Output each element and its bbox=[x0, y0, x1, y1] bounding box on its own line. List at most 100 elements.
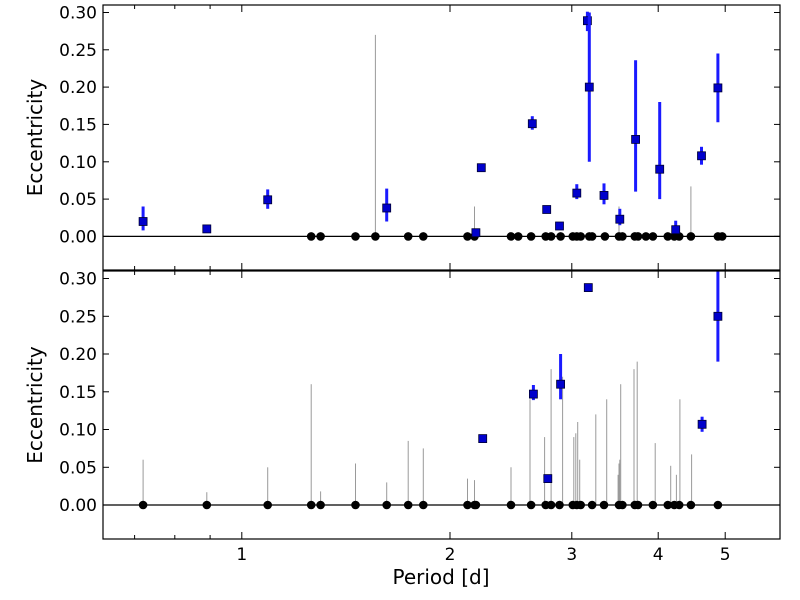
y-tick-label: 0.25 bbox=[59, 41, 97, 61]
zero-point bbox=[587, 500, 597, 510]
zero-point bbox=[403, 500, 413, 510]
measured-point bbox=[697, 151, 706, 161]
measured-point bbox=[713, 83, 723, 93]
zero-point bbox=[351, 500, 360, 510]
y-tick-label: 0.25 bbox=[59, 307, 97, 327]
measured-point bbox=[555, 221, 564, 231]
measured-point bbox=[584, 82, 594, 92]
zero-point bbox=[316, 500, 325, 510]
measured-point bbox=[631, 134, 640, 144]
zero-point bbox=[506, 232, 516, 241]
measured-point bbox=[478, 434, 488, 444]
x-tick-label: 4 bbox=[653, 545, 664, 565]
zero-point bbox=[587, 232, 597, 241]
measured-point bbox=[556, 379, 565, 389]
y-tick-label: 0.10 bbox=[59, 153, 97, 173]
y-tick-label: 0.05 bbox=[59, 190, 97, 210]
x-tick-label: 5 bbox=[720, 545, 731, 565]
zero-point bbox=[419, 500, 428, 510]
zero-point bbox=[546, 500, 556, 510]
zero-point bbox=[600, 232, 610, 241]
zero-point bbox=[403, 232, 413, 241]
measured-point bbox=[263, 195, 273, 205]
zero-point bbox=[663, 500, 673, 510]
zero-point bbox=[546, 232, 556, 241]
zero-point bbox=[555, 500, 564, 510]
measured-point bbox=[529, 389, 538, 399]
zero-point bbox=[463, 232, 472, 241]
zero-point bbox=[641, 232, 651, 241]
measured-point bbox=[572, 188, 582, 198]
y-tick-label: 0.05 bbox=[59, 458, 97, 478]
y-tick-label: 0.20 bbox=[59, 78, 97, 98]
measured-point bbox=[138, 217, 148, 226]
zero-point bbox=[618, 232, 627, 241]
measured-point bbox=[615, 214, 625, 224]
zero-point bbox=[633, 232, 643, 241]
zero-point bbox=[648, 500, 658, 510]
zero-point bbox=[576, 500, 585, 510]
zero-point bbox=[556, 232, 565, 241]
zero-point bbox=[648, 232, 658, 241]
bottom-panel: 0.00 0.05 0.10 0.15 0.20 0.25 0.30 1 2 3 4 5 Eccentr… bbox=[23, 270, 781, 565]
x-tick-label: 2 bbox=[445, 545, 456, 565]
y-tick-label: 0.20 bbox=[59, 345, 97, 365]
zero-point bbox=[618, 500, 627, 510]
y-tick-label: 0.15 bbox=[59, 383, 97, 403]
measured-point bbox=[671, 225, 681, 235]
measured-point bbox=[697, 419, 707, 429]
zero-point bbox=[526, 500, 536, 510]
y-tick-label: 0.15 bbox=[59, 115, 97, 135]
measured-point bbox=[543, 474, 553, 484]
measured-point bbox=[542, 205, 552, 214]
zero-point bbox=[463, 500, 472, 510]
x-axis-label: Period [d] bbox=[392, 565, 489, 589]
measured-point bbox=[476, 163, 486, 173]
measured-point bbox=[527, 119, 537, 129]
measured-point bbox=[583, 16, 592, 26]
y-tick-label: 0.00 bbox=[59, 227, 97, 247]
plot-frame bbox=[102, 270, 781, 540]
y-axis-label: Eccentricity bbox=[23, 79, 47, 197]
zero-point bbox=[686, 232, 696, 241]
zero-point bbox=[382, 500, 392, 510]
zero-point bbox=[506, 500, 516, 510]
y-tick-label: 0.30 bbox=[59, 270, 97, 290]
zero-point bbox=[263, 500, 273, 510]
measured-point bbox=[202, 224, 212, 234]
zero-point bbox=[674, 232, 684, 241]
measured-point bbox=[599, 190, 609, 200]
zero-point bbox=[306, 500, 316, 510]
zero-point bbox=[371, 232, 380, 241]
zero-point bbox=[686, 500, 696, 510]
zero-point bbox=[599, 500, 609, 510]
measured-point bbox=[583, 283, 593, 293]
zero-point bbox=[713, 500, 723, 510]
measured-point bbox=[471, 228, 481, 238]
zero-point bbox=[316, 232, 325, 241]
zero-point bbox=[663, 232, 673, 241]
zero-point bbox=[513, 232, 523, 241]
zero-point bbox=[306, 232, 316, 241]
zero-point bbox=[419, 232, 428, 241]
y-tick-label: 0.30 bbox=[59, 4, 97, 24]
y-axis-label: Eccentricity bbox=[23, 346, 47, 464]
measured-point bbox=[382, 203, 392, 213]
zero-point bbox=[138, 500, 148, 510]
x-tick-label: 1 bbox=[236, 545, 247, 565]
measured-point bbox=[713, 311, 723, 321]
plot-frame bbox=[102, 4, 781, 271]
zero-point bbox=[202, 500, 212, 510]
x-tick-label: 3 bbox=[566, 545, 577, 565]
zero-point bbox=[526, 232, 536, 241]
zero-point bbox=[674, 500, 684, 510]
zero-point bbox=[351, 232, 360, 241]
measured-point bbox=[655, 164, 665, 174]
y-tick-label: 0.00 bbox=[59, 496, 97, 516]
y-tick-label: 0.10 bbox=[59, 421, 97, 441]
zero-point bbox=[717, 232, 727, 241]
top-panel: 0.00 0.05 0.10 0.15 0.20 0.25 0.30 Eccentricity bbox=[23, 4, 781, 271]
zero-point bbox=[471, 500, 481, 510]
zero-point bbox=[576, 232, 585, 241]
